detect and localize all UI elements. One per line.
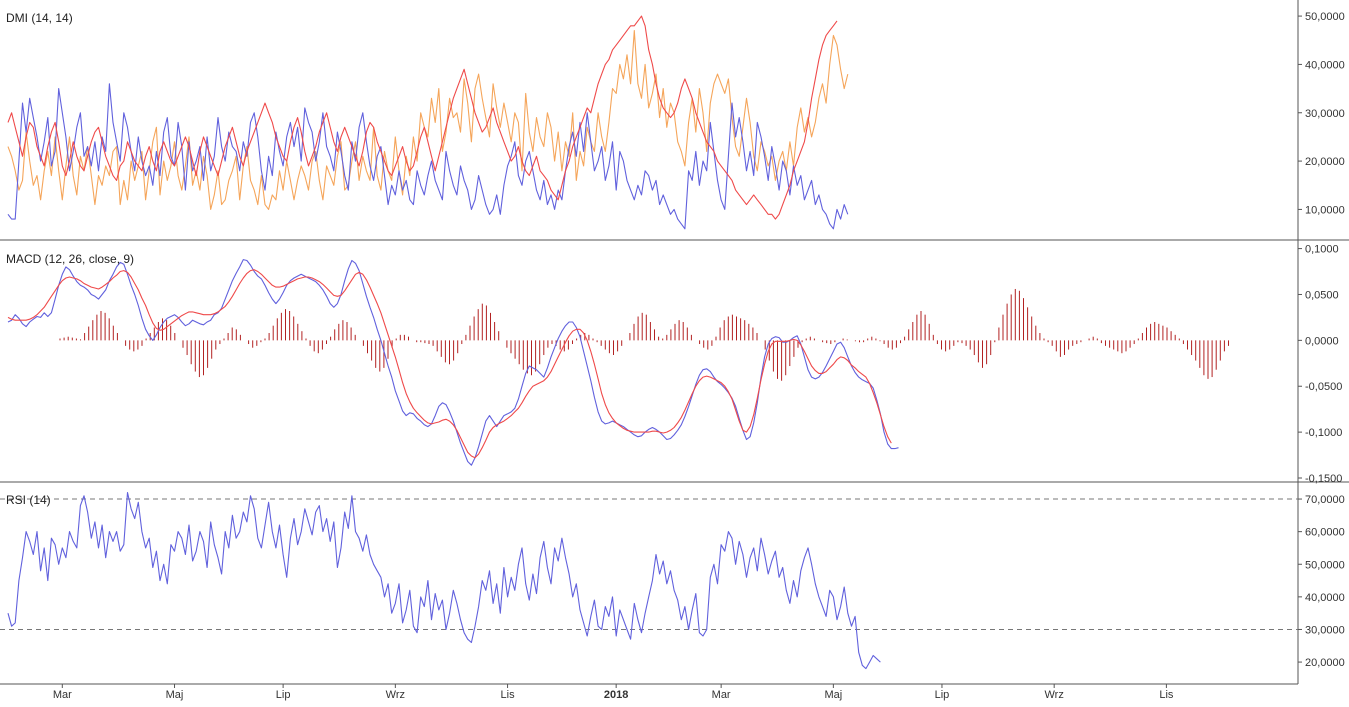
x-tick-label: Mar: [53, 689, 72, 701]
macd-line: [7, 259, 899, 466]
x-tick-label: Lip: [935, 689, 950, 701]
time-x-axis[interactable]: Mar Maj Lip Wrz Lis 2018 Mar Maj Lip Wrz Lis: [53, 684, 1174, 701]
y-tick-label: -0,1500: [1305, 473, 1342, 485]
y-tick-label: 60,0000: [1305, 527, 1345, 539]
y-tick-label: 40,0000: [1305, 59, 1345, 71]
y-tick-label: 50,0000: [1305, 11, 1345, 23]
dmi-panel[interactable]: 10,0000 20,0000 30,0000 40,0000 50,0000 DMI …: [6, 11, 1345, 230]
x-tick-label: Wrz: [386, 689, 405, 701]
dmi-series: [7, 15, 849, 230]
y-tick-label: 40,0000: [1305, 592, 1345, 604]
y-tick-label: 20,0000: [1305, 657, 1345, 669]
macd-series: [7, 259, 899, 466]
macd-panel[interactable]: 0,10000,05000,0000-0,0500-0,1000-0,1500 …: [6, 244, 1342, 485]
x-tick-label: Lis: [501, 689, 516, 701]
x-tick-label: Wrz: [1045, 689, 1064, 701]
macd-histogram: [59, 288, 1229, 381]
rsi-level-lines: [0, 498, 1298, 630]
dmi-title: DMI (14, 14): [6, 11, 73, 25]
y-tick-label: 30,0000: [1305, 624, 1345, 636]
rsi-panel[interactable]: 20,0000 30,0000 40,0000 50,0000 60,0000 70,00…: [0, 491, 1345, 670]
rsi-line: [7, 491, 881, 670]
minus-di-line: [7, 83, 849, 230]
x-tick-label: Maj: [166, 689, 184, 701]
y-tick-label: 20,0000: [1305, 156, 1345, 168]
x-tick-label: Maj: [824, 689, 842, 701]
y-tick-label: 0,1000: [1305, 244, 1339, 256]
x-tick-label: Mar: [712, 689, 731, 701]
adx-line: [7, 15, 838, 220]
rsi-y-axis: 20,0000 30,0000 40,0000 50,0000 60,0000 70,00…: [1298, 494, 1345, 669]
y-tick-label: 50,0000: [1305, 559, 1345, 571]
y-tick-label: 10,0000: [1305, 204, 1345, 216]
plus-di-line: [7, 30, 849, 210]
y-tick-label: 0,0500: [1305, 289, 1339, 301]
y-tick-label: 0,0000: [1305, 335, 1339, 347]
x-tick-label: 2018: [604, 689, 628, 701]
y-tick-label: -0,0500: [1305, 381, 1342, 393]
rsi-series: [7, 491, 881, 670]
x-tick-label: Lis: [1159, 689, 1174, 701]
macd-y-axis: 0,1000 0,0500 0,0000 -0,0500 -0,1000 -0,1500: [1298, 244, 1342, 485]
y-tick-label: 70,0000: [1305, 494, 1345, 506]
signal-line: [7, 269, 892, 459]
rsi-title: RSI (14): [6, 493, 51, 507]
y-tick-label: 30,0000: [1305, 108, 1345, 120]
macd-title: MACD (12, 26, close, 9): [6, 252, 134, 266]
x-tick-label: Lip: [276, 689, 291, 701]
dmi-y-axis: 10,0000 20,0000 30,0000 40,0000 50,0000: [1298, 11, 1345, 216]
y-tick-label: -0,1000: [1305, 427, 1342, 439]
